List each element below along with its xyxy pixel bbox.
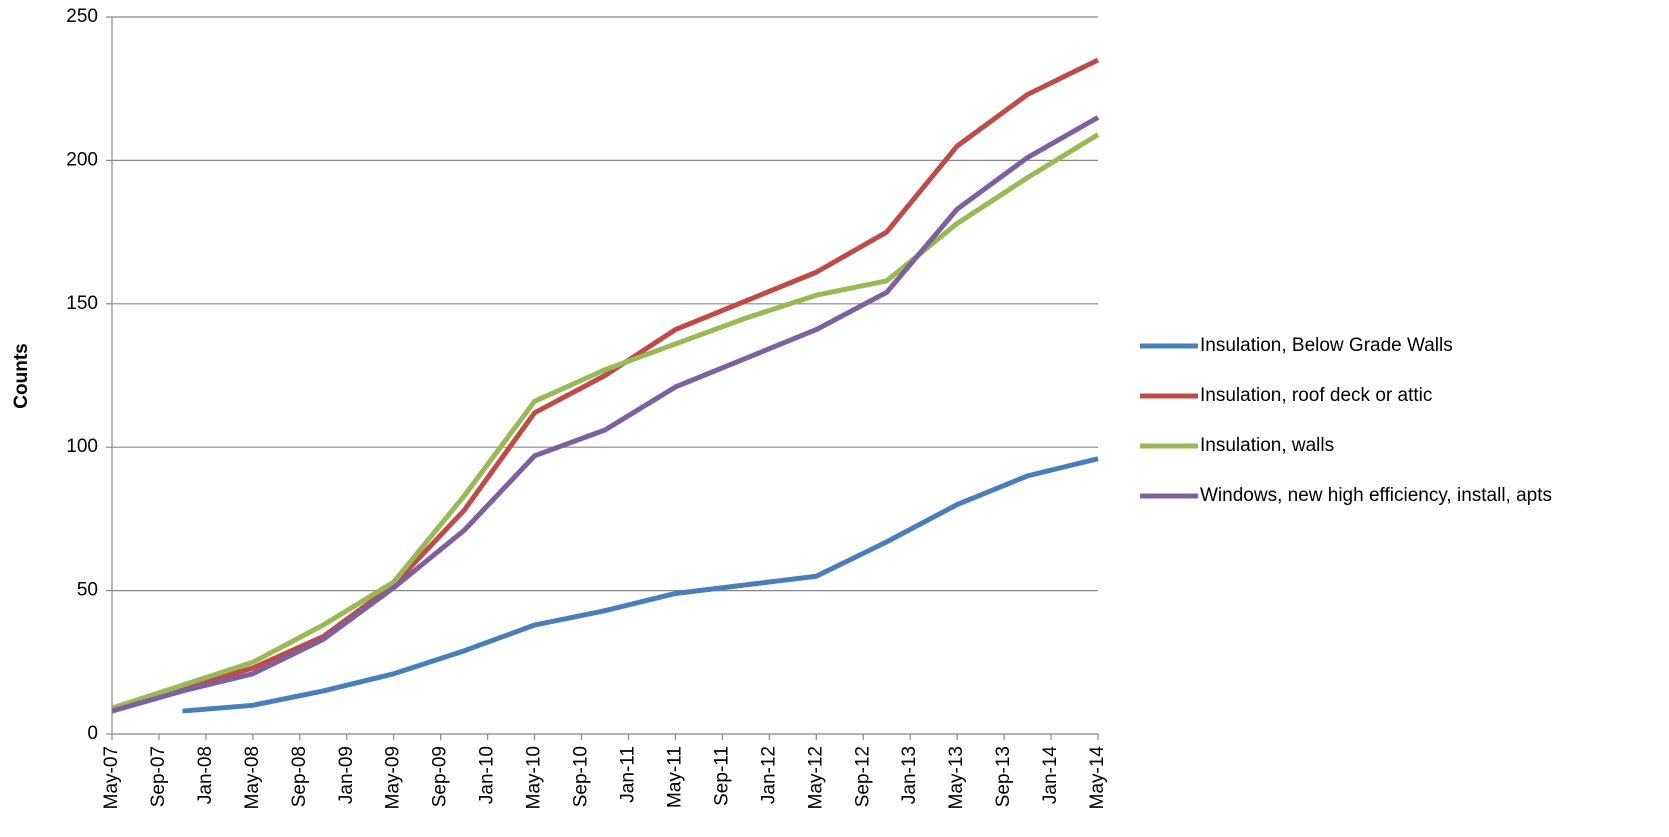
x-tick-label: Jan-14 xyxy=(1040,746,1061,805)
y-tick-label: 200 xyxy=(66,149,98,170)
x-tick-label: Jan-11 xyxy=(617,746,638,803)
legend-label: Insulation, roof deck or attic xyxy=(1200,385,1432,406)
x-tick-label: May-11 xyxy=(664,746,685,808)
x-tick-label: Jan-08 xyxy=(195,746,216,804)
x-tick-label: Sep-07 xyxy=(148,746,169,807)
legend-label: Windows, new high efficiency, install, a… xyxy=(1200,485,1552,506)
y-axis-label: Counts xyxy=(11,343,32,408)
x-tick-label: Sep-13 xyxy=(993,746,1014,807)
x-tick-label: Sep-12 xyxy=(852,746,873,807)
x-tick-label: May-09 xyxy=(383,746,404,809)
x-tick-label: Sep-11 xyxy=(711,746,732,806)
x-tick-label: May-12 xyxy=(805,746,826,809)
x-tick-label: May-10 xyxy=(524,746,545,809)
y-tick-label: 0 xyxy=(87,723,98,744)
x-tick-label: Sep-10 xyxy=(571,746,592,807)
x-tick-label: May-13 xyxy=(946,746,967,809)
series-line xyxy=(111,132,1100,711)
x-tick-label: Sep-09 xyxy=(430,746,451,807)
y-tick-label: 150 xyxy=(66,293,98,314)
x-tick-label: Jan-09 xyxy=(336,746,357,804)
series-line xyxy=(111,115,1100,714)
x-tick-label: May-07 xyxy=(101,746,122,809)
y-tick-label: 50 xyxy=(77,580,98,601)
x-tick-label: Jan-10 xyxy=(477,746,498,804)
x-tick-label: Jan-13 xyxy=(899,746,920,804)
legend-label: Insulation, Below Grade Walls xyxy=(1200,335,1453,356)
x-tick-label: May-14 xyxy=(1087,746,1108,810)
series-line xyxy=(182,456,1099,714)
y-tick-label: 250 xyxy=(66,6,98,27)
x-tick-label: May-08 xyxy=(242,746,263,809)
y-tick-label: 100 xyxy=(66,436,98,457)
legend-label: Insulation, walls xyxy=(1200,435,1334,456)
x-tick-label: Sep-08 xyxy=(289,746,310,807)
series-line xyxy=(111,57,1100,711)
x-tick-label: Jan-12 xyxy=(758,746,779,804)
